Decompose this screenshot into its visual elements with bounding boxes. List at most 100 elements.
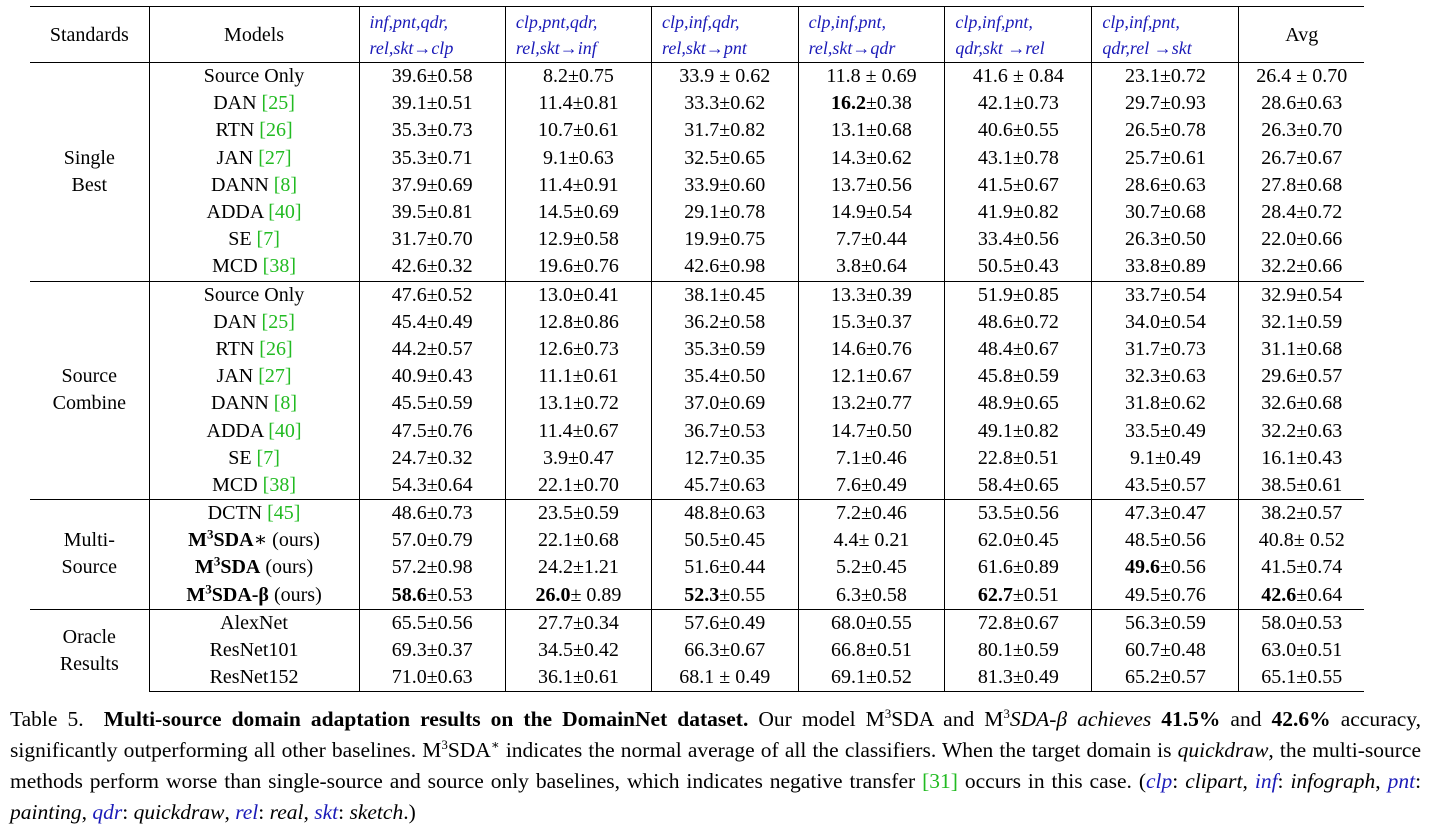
citation-link[interactable]: [7] (256, 228, 280, 251)
citation-link[interactable]: [8] (273, 173, 298, 196)
cell-rel: 58.4±0.65 (944, 471, 1093, 500)
cell-qdr: 66.8±0.51 (798, 636, 946, 665)
model-name: ResNet152 (149, 664, 360, 693)
cell-qdr: 16.2±0.38 (798, 90, 946, 118)
model-name: DANN [8] (149, 390, 360, 418)
cell-rel: 42.1±0.73 (944, 90, 1093, 118)
cell-pnt: 37.0±0.69 (651, 390, 799, 418)
model-name: M3SDA-β (ours) (149, 581, 360, 610)
cell-pnt: 36.2±0.58 (651, 308, 799, 336)
cell-rel: 41.5±0.67 (944, 171, 1093, 199)
header-col-skt: clp,inf,pnt, qdr,rel →skt (1091, 6, 1240, 63)
table-row: M3SDA (ours) 57.2±0.98 24.2±1.21 51.6±0.44 5… (30, 554, 1364, 582)
cell-rel: 45.8±0.59 (944, 363, 1093, 391)
cell-clp: 47.6±0.52 (359, 280, 506, 309)
cell-pnt: 45.7±0.63 (651, 471, 799, 500)
table-row: RTN [26] 44.2±0.57 12.6±0.73 35.3±0.59 14.6±… (30, 335, 1364, 364)
cell-qdr: 6.3±0.58 (798, 581, 946, 610)
cell-inf: 23.5±0.59 (505, 499, 653, 528)
cell-avg: 32.6±0.68 (1261, 392, 1343, 415)
table-row: ADDA [40] 47.5±0.76 11.4±0.67 36.7±0.53 14.7… (30, 417, 1364, 445)
cell-qdr: 15.3±0.37 (798, 308, 946, 336)
citation-link[interactable]: [31] (922, 769, 958, 793)
cell-qdr: 5.2±0.45 (798, 554, 946, 582)
model-name: MCD [38] (149, 253, 360, 282)
cell-pnt: 36.7±0.53 (651, 417, 799, 445)
model-name: ResNet101 (149, 636, 360, 665)
table-row: ResNet101 69.3±0.37 34.5±0.42 66.3±0.67 66.8… (30, 636, 1364, 665)
cell-inf: 11.4±0.67 (505, 417, 653, 445)
cell-rel: 48.4±0.67 (944, 335, 1093, 364)
cell-avg: 26.7±0.67 (1261, 146, 1343, 169)
cell-inf: 14.5±0.69 (505, 198, 653, 227)
cell-skt: 31.8±0.62 (1091, 390, 1240, 418)
header-models: Models (149, 6, 360, 63)
cell-rel: 40.6±0.55 (944, 117, 1093, 145)
citation-link[interactable]: [25] (261, 310, 295, 333)
cell-avg: 58.0±0.53 (1238, 608, 1364, 637)
citation-link[interactable]: [27] (258, 146, 292, 169)
cell-clp: 58.6±0.53 (359, 581, 506, 610)
header-avg: Avg (1285, 23, 1319, 46)
cell-skt: 31.7±0.73 (1091, 335, 1240, 364)
cell-clp: 44.2±0.57 (359, 335, 506, 364)
cell-pnt: 35.4±0.50 (651, 363, 799, 391)
cell-inf: 13.1±0.72 (505, 390, 653, 418)
citation-link[interactable]: [26] (259, 119, 293, 142)
cell-avg: 31.1±0.68 (1261, 337, 1343, 360)
cell-rel: 62.7±0.51 (944, 581, 1093, 610)
model-name: M3SDA∗ (ours) (149, 527, 360, 555)
cell-qdr: 7.6±0.49 (798, 471, 946, 500)
cell-rel: 62.0±0.45 (944, 527, 1093, 555)
cell-skt: 9.1±0.49 (1091, 444, 1240, 472)
citation-link[interactable]: [38] (262, 255, 296, 278)
cell-rel: 43.1±0.78 (944, 144, 1093, 172)
cell-clp: 31.7±0.70 (359, 226, 506, 254)
cell-inf: 9.1±0.63 (505, 144, 653, 172)
cell-pnt: 52.3±0.55 (651, 581, 799, 610)
table-row: RTN [26] 35.3±0.73 10.7±0.61 31.7±0.82 13.1±… (30, 117, 1364, 145)
citation-link[interactable]: [40] (268, 201, 302, 224)
abbrev-legend: clp: clipart, inf: infograph, pnt: paint… (10, 769, 1422, 824)
cell-skt: 34.0±0.54 (1091, 308, 1240, 336)
cell-pnt: 68.1 ± 0.49 (651, 664, 799, 693)
cell-rel: 41.6 ± 0.84 (944, 62, 1093, 91)
cell-inf: 13.0±0.41 (505, 280, 653, 309)
table-row: M3SDA∗ (ours) 57.0±0.79 22.1±0.68 50.5±0.45… (30, 527, 1364, 555)
citation-link[interactable]: [26] (259, 337, 293, 360)
citation-link[interactable]: [25] (261, 92, 295, 115)
header-col-rel: clp,inf,pnt, qdr,skt →rel (944, 6, 1093, 63)
cell-skt: 56.3±0.59 (1091, 608, 1240, 637)
cell-pnt: 31.7±0.82 (651, 117, 799, 145)
cell-clp: 35.3±0.73 (359, 117, 506, 145)
cell-avg: 38.5±0.61 (1238, 471, 1364, 500)
model-name: JAN [27] (149, 363, 360, 391)
cell-clp: 45.4±0.49 (359, 308, 506, 336)
cell-avg: 29.6±0.57 (1261, 365, 1343, 388)
citation-link[interactable]: [7] (256, 446, 280, 469)
results-table: Standards Models inf,pnt,qdr, rel,skt→clp… (30, 6, 1364, 693)
cell-pnt: 35.3±0.59 (651, 335, 799, 364)
cell-avg: 32.1±0.59 (1261, 310, 1343, 333)
citation-link[interactable]: [38] (262, 473, 296, 496)
model-name: DAN [25] (149, 308, 360, 336)
cell-skt: 23.1±0.72 (1091, 62, 1240, 91)
cell-pnt: 19.9±0.75 (651, 226, 799, 254)
cell-qdr: 14.6±0.76 (798, 335, 946, 364)
cell-inf: 11.4±0.91 (505, 171, 653, 199)
cell-skt: 47.3±0.47 (1091, 499, 1240, 528)
table-row: Single Best Source Only 39.6±0.58 8.2±0.75 33… (30, 62, 1364, 281)
cell-inf: 11.1±0.61 (505, 363, 653, 391)
cell-skt: 33.7±0.54 (1091, 280, 1240, 309)
cell-skt: 30.7±0.68 (1091, 198, 1240, 227)
citation-link[interactable]: [40] (268, 419, 302, 442)
citation-link[interactable]: [45] (267, 502, 301, 525)
cell-inf: 8.2±0.75 (505, 62, 653, 91)
cell-avg: 26.4 ± 0.70 (1238, 62, 1364, 91)
cell-rel: 50.5±0.43 (944, 253, 1093, 282)
table-row: Oracle Results AlexNet 65.5±0.56 27.7±0.34 57… (30, 608, 1364, 692)
cell-inf: 26.0± 0.89 (505, 581, 653, 610)
citation-link[interactable]: [27] (258, 365, 292, 388)
citation-link[interactable]: [8] (273, 392, 298, 415)
